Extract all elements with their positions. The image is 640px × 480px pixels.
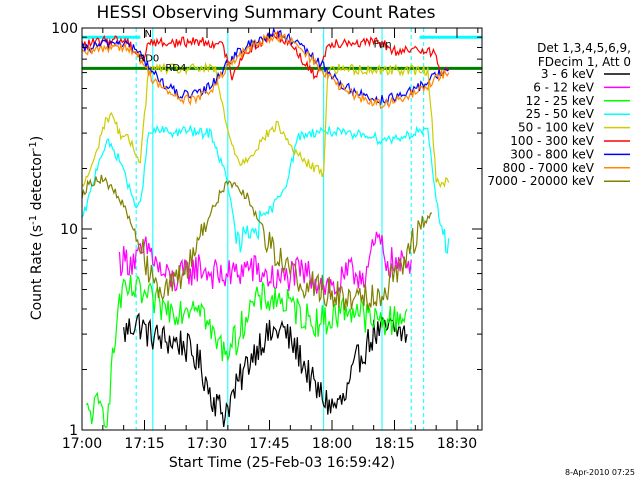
x-tick-label-3: 17:45 <box>249 436 289 452</box>
legend-label-8: 7000 - 20000 keV <box>487 174 594 188</box>
y-tick-label-2: 100 <box>51 21 78 37</box>
legend-label-0: 3 - 6 keV <box>541 67 595 81</box>
legend-label-6: 300 - 800 keV <box>510 147 594 161</box>
chart-title: HESSI Observing Summary Count Rates <box>96 3 435 23</box>
footer-date: 8-Apr-2010 07:25 <box>565 468 635 477</box>
series-line-0 <box>123 312 408 428</box>
legend-label-5: 100 - 300 keV <box>510 134 594 148</box>
legend-label-1: 6 - 12 keV <box>533 80 595 94</box>
x-tick-label-4: 18:00 <box>312 436 352 452</box>
series-line-1 <box>118 231 412 296</box>
series-group: RD0 RD4 Fun N <box>81 26 450 428</box>
series-line-4 <box>81 61 450 189</box>
legend-label-3: 25 - 50 keV <box>526 107 595 121</box>
series-line-8 <box>81 174 433 311</box>
legend-label-4: 50 - 100 keV <box>518 121 595 135</box>
x-tick-label-0: 17:00 <box>62 436 102 452</box>
x-tick-label-1: 17:15 <box>124 436 164 452</box>
y-axis-label: Count Rate (s-1 detector-1) <box>28 136 45 320</box>
y-tick-label-1: 10 <box>60 222 78 238</box>
vertical-markers <box>82 28 482 430</box>
legend-label-2: 12 - 25 keV <box>526 94 595 108</box>
series-line-2 <box>85 275 408 428</box>
annotation-3: N <box>145 29 152 40</box>
annotation-2: Fun <box>374 39 392 50</box>
legend-header-line2: FDecim 1, Att 0 <box>538 55 631 69</box>
x-tick-label-5: 18:15 <box>374 436 414 452</box>
x-axis-label: Start Time (25-Feb-03 16:59:42) <box>169 455 395 471</box>
legend-label-7: 800 - 7000 keV <box>503 161 595 175</box>
annotation-0: RD0 <box>138 54 159 65</box>
annotation-1: RD4 <box>165 63 186 74</box>
legend-header-line1: Det 1,3,4,5,6,9, <box>537 41 631 55</box>
x-tick-label-6: 18:30 <box>437 436 477 452</box>
axes: 17:00 17:15 17:30 17:45 18:00 18:15 18:30 1 10 10… <box>51 21 483 452</box>
y-tick-label-0: 1 <box>69 423 78 439</box>
series-line-7 <box>81 31 450 110</box>
series-line-3 <box>81 124 450 254</box>
x-tick-label-2: 17:30 <box>187 436 227 452</box>
